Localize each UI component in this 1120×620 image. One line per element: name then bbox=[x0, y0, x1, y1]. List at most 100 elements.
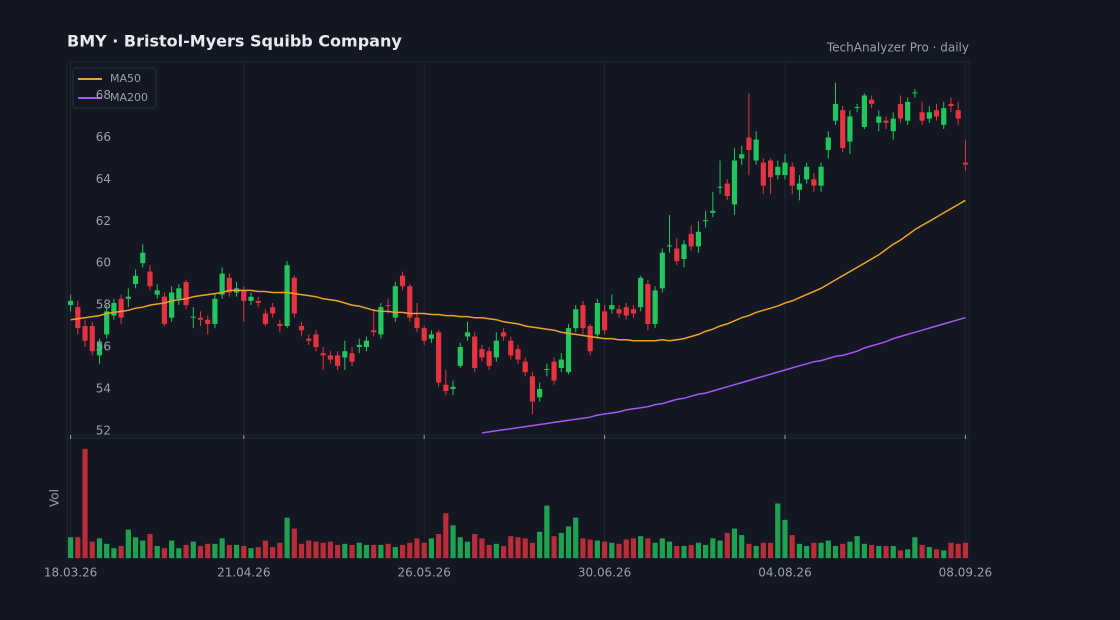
volume-bar bbox=[948, 542, 954, 558]
volume-bar bbox=[883, 546, 889, 558]
ma-line bbox=[481, 316, 966, 434]
volume-bar bbox=[789, 535, 795, 558]
candle-body bbox=[255, 300, 261, 303]
volume-bar bbox=[183, 544, 189, 558]
candle-body bbox=[782, 162, 788, 176]
candle-body bbox=[811, 179, 817, 186]
volume-bar bbox=[82, 448, 88, 558]
candle-body bbox=[594, 302, 600, 335]
x-tick-label: 30.06.26 bbox=[578, 566, 631, 580]
volume-bar bbox=[472, 534, 478, 558]
volume-bar bbox=[941, 550, 947, 558]
volume-bar bbox=[464, 541, 471, 558]
y-tick-label: 52 bbox=[96, 423, 111, 437]
volume-bar bbox=[616, 543, 622, 558]
candle-body bbox=[551, 361, 557, 381]
volume-bar bbox=[89, 541, 95, 558]
volume-bar bbox=[407, 542, 413, 558]
volume-bar bbox=[955, 543, 961, 558]
volume-bar bbox=[327, 541, 333, 558]
candle-body bbox=[125, 296, 131, 299]
x-tick-label: 21.04.26 bbox=[217, 566, 270, 580]
volume-bar bbox=[522, 538, 528, 558]
volume-bar bbox=[912, 537, 918, 558]
volume-bar bbox=[573, 517, 579, 558]
volume-bar bbox=[724, 532, 730, 558]
volume-bar bbox=[169, 540, 175, 558]
candle-body bbox=[717, 186, 723, 188]
candle-body bbox=[313, 334, 319, 347]
volume-bar bbox=[306, 540, 312, 558]
volume-bar bbox=[638, 536, 644, 558]
volume-bar bbox=[623, 539, 629, 558]
candle-body bbox=[630, 309, 637, 314]
chart-subtitle: TechAnalyzer Pro · daily bbox=[826, 41, 969, 55]
candle-body bbox=[320, 353, 326, 356]
price-panel bbox=[66, 61, 970, 436]
volume-bar bbox=[140, 540, 146, 558]
volume-bar bbox=[601, 541, 608, 558]
candle-body bbox=[385, 305, 391, 307]
candle-body bbox=[652, 290, 658, 324]
candle-body bbox=[840, 110, 846, 148]
volume-bar bbox=[68, 537, 74, 558]
candle-body bbox=[436, 332, 442, 383]
volume-bar bbox=[118, 546, 124, 558]
candle-body bbox=[529, 376, 536, 402]
candle-body bbox=[565, 328, 572, 373]
candle-body bbox=[962, 162, 968, 165]
volume-bar bbox=[818, 542, 824, 558]
candle-body bbox=[948, 103, 954, 107]
y-tick-label: 54 bbox=[96, 381, 111, 395]
candle-body bbox=[616, 309, 622, 314]
volume-bar bbox=[277, 542, 283, 558]
candle-body bbox=[428, 334, 435, 339]
volume-bar bbox=[205, 543, 211, 558]
volume-bar bbox=[313, 541, 319, 558]
volume-bar bbox=[392, 547, 398, 558]
candle-body bbox=[190, 316, 196, 318]
volume-bar bbox=[825, 540, 831, 558]
y-tick-label: 64 bbox=[96, 172, 111, 186]
volume-bar bbox=[75, 537, 81, 558]
candle-body bbox=[933, 110, 940, 117]
candle-body bbox=[450, 386, 456, 389]
candle-body bbox=[291, 277, 297, 314]
volume-bar bbox=[248, 548, 254, 558]
volume-bar bbox=[811, 542, 817, 558]
volume-bar bbox=[674, 546, 680, 558]
candle-body bbox=[464, 332, 471, 337]
candle-body bbox=[573, 309, 579, 329]
y-tick-label: 58 bbox=[96, 298, 111, 312]
volume-bar bbox=[421, 542, 427, 558]
volume-bar bbox=[96, 538, 103, 558]
volume-bar bbox=[804, 546, 810, 558]
candle-body bbox=[335, 355, 341, 366]
candle-body bbox=[486, 351, 492, 366]
candle-body bbox=[197, 317, 204, 320]
volume-bar bbox=[154, 546, 160, 558]
candle-body bbox=[356, 344, 362, 347]
candle-body bbox=[544, 368, 550, 371]
volume-bar bbox=[580, 538, 586, 558]
volume-bar bbox=[630, 538, 637, 558]
candle-body bbox=[645, 284, 651, 324]
candle-body bbox=[226, 277, 232, 293]
candle-body bbox=[558, 359, 564, 368]
y-tick-label: 62 bbox=[96, 214, 111, 228]
volume-bar bbox=[962, 542, 968, 558]
candle-body bbox=[883, 120, 889, 123]
candle-body bbox=[392, 286, 398, 318]
volume-bar bbox=[710, 538, 716, 558]
volume-bar bbox=[753, 546, 759, 558]
volume-bar bbox=[500, 546, 507, 558]
volume-bar bbox=[933, 549, 940, 558]
volume-bar bbox=[587, 539, 593, 558]
chart-title: BMY · Bristol-Myers Squibb Company bbox=[67, 32, 402, 51]
candle-body bbox=[760, 162, 766, 186]
volume-bar bbox=[854, 536, 860, 558]
candle-body bbox=[587, 326, 593, 352]
y-tick-label: 60 bbox=[96, 256, 111, 270]
candle-body bbox=[601, 311, 608, 331]
